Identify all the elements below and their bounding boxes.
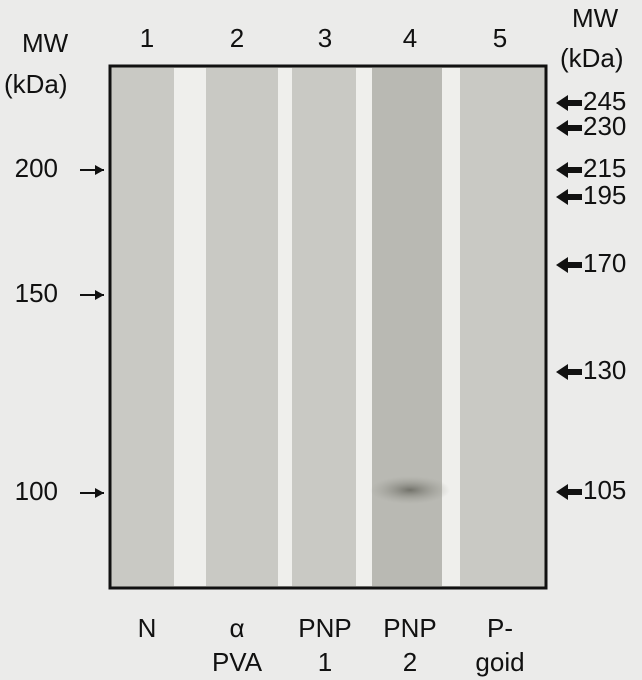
- left-marker-label: 200: [15, 153, 58, 183]
- right-marker-label: 215: [583, 153, 626, 183]
- lane-number: 5: [493, 23, 507, 53]
- lane-label: PNP: [383, 613, 436, 643]
- band: [370, 476, 450, 504]
- lane-label: N: [138, 613, 157, 643]
- lane-label: goid: [475, 647, 524, 677]
- lane-label: PNP: [298, 613, 351, 643]
- left-axis-title: MW: [22, 28, 69, 58]
- right-marker-label: 130: [583, 355, 626, 385]
- lane-number: 4: [403, 23, 417, 53]
- lane-shade: [372, 68, 442, 586]
- left-marker-label: 150: [15, 278, 58, 308]
- right-axis-title: (kDa): [560, 43, 624, 73]
- left-marker-label: 100: [15, 476, 58, 506]
- lane-number: 2: [230, 23, 244, 53]
- right-marker-label: 170: [583, 248, 626, 278]
- lane-label: 2: [403, 647, 417, 677]
- lane-label: P-: [487, 613, 513, 643]
- right-marker-label: 195: [583, 180, 626, 210]
- right-marker-label: 230: [583, 111, 626, 141]
- left-axis-title: (kDa): [4, 69, 68, 99]
- lane-label: 1: [318, 647, 332, 677]
- blot-figure: MW(kDa)200150100MW(kDa)24523021519517013…: [0, 0, 642, 680]
- right-axis-title: MW: [572, 3, 619, 33]
- lane-label: α: [229, 613, 244, 643]
- lane-number: 3: [318, 23, 332, 53]
- lane-label: PVA: [212, 647, 263, 677]
- right-marker-label: 105: [583, 475, 626, 505]
- lane-number: 1: [140, 23, 154, 53]
